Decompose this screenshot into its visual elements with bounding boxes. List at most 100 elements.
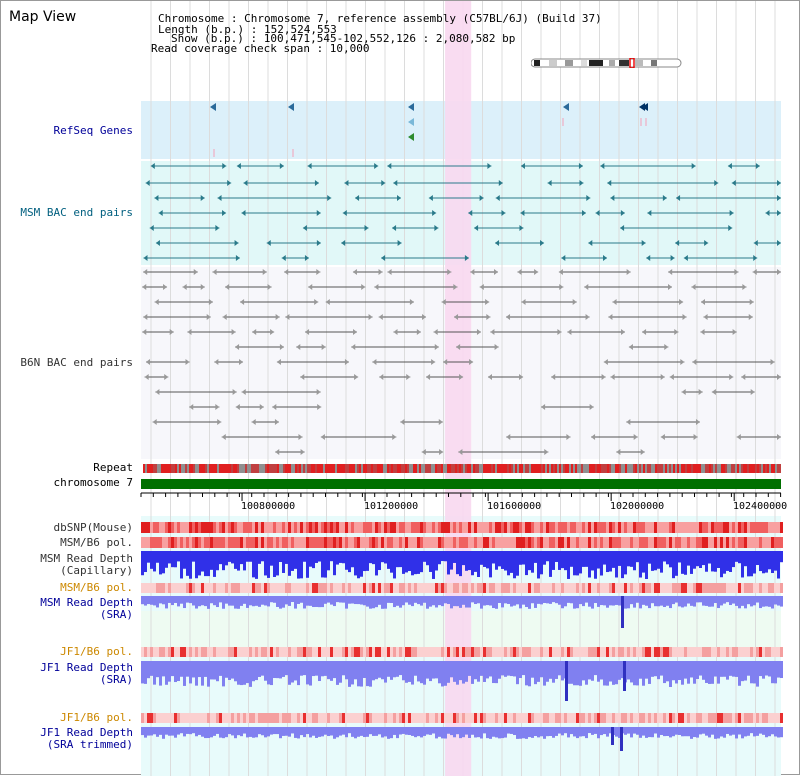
msm-b6-sra-cell — [372, 583, 375, 593]
msm-b6-pol-cell — [435, 537, 438, 548]
track-label-jf1-depth-trimmed[interactable]: JF1 Read Depth (SRA trimmed) — [40, 727, 133, 751]
msm-depth-sra-bar — [552, 596, 555, 603]
repeat-segment — [255, 464, 257, 473]
jf1-depth-bar — [321, 661, 324, 677]
jf1-depth-bar — [528, 661, 531, 687]
repeat-segment — [717, 464, 719, 473]
jf1-b6-trim-cell — [249, 713, 252, 723]
msm-depth-sra-bar — [180, 596, 183, 604]
msm-b6-pol-cell — [255, 537, 258, 548]
jf1-b6-trim-cell — [369, 713, 372, 723]
msm-b6-pol-cell — [675, 537, 678, 548]
jf1-b6-pol-cell — [177, 647, 180, 657]
track-label-repeat[interactable]: Repeat — [93, 462, 133, 474]
jf1-depth-trim-bar — [741, 727, 744, 739]
msm-b6-pol-cell — [780, 537, 783, 548]
bac-end-marker — [765, 210, 770, 216]
jf1-depth-trim-bar — [408, 727, 411, 736]
track-label-msm-b6-pol[interactable]: MSM/B6 pol. — [60, 537, 133, 549]
bac-end-marker — [534, 269, 539, 275]
msm-depth-sra-bar — [309, 596, 312, 606]
track-label-msm-b6-pol-sra[interactable]: MSM/B6 pol. — [60, 582, 133, 594]
msm-b6-pol-cell — [561, 537, 564, 548]
msm-depth-sra-bar — [225, 596, 228, 604]
msm-depth-sra-bar — [570, 596, 573, 604]
repeat-segment — [681, 464, 683, 473]
jf1-b6-trim-cell — [570, 713, 573, 723]
track-label-jf1-depth-sra[interactable]: JF1 Read Depth (SRA) — [40, 662, 133, 686]
msm-depth-cap-bar — [615, 551, 618, 578]
msm-b6-pol-cell — [204, 537, 207, 548]
bac-end-marker — [317, 404, 322, 410]
repeat-segment — [613, 464, 615, 473]
jf1-depth-trim-bar — [729, 727, 732, 736]
msm-b6-sra-cell — [315, 583, 318, 593]
dbsnp-cell — [429, 522, 432, 533]
track-label-msm-bac[interactable]: MSM BAC end pairs — [20, 207, 133, 219]
jf1-depth-trim-bar — [699, 727, 702, 735]
jf1-depth-trim-bar — [387, 727, 390, 739]
msm-b6-pol-cell — [636, 537, 639, 548]
jf1-b6-trim-cell — [210, 713, 213, 723]
track-label-chromosome[interactable]: chromosome 7 — [54, 477, 133, 489]
repeat-segment — [713, 464, 715, 473]
jf1-depth-bar — [261, 661, 264, 676]
chromosome-ideogram[interactable] — [530, 53, 683, 69]
repeat-segment — [261, 464, 263, 473]
msm-depth-cap-bar — [141, 551, 144, 576]
track-label-text: chromosome 7 — [53, 476, 133, 489]
msm-b6-pol-cell — [510, 537, 513, 548]
jf1-depth-trim-bar — [282, 727, 285, 736]
msm-depth-sra-bar — [408, 596, 411, 605]
msm-b6-pol-cell — [609, 537, 612, 548]
bac-end-marker — [551, 374, 556, 380]
msm-depth-cap-bar — [258, 551, 261, 564]
jf1-b6-trim-cell — [516, 713, 519, 723]
repeat-segment — [231, 464, 233, 473]
track-label-msm-depth-sra[interactable]: MSM Read Depth (SRA) — [40, 597, 133, 621]
dbsnp-cell — [270, 522, 273, 533]
bac-end-marker — [279, 344, 284, 350]
jf1-depth-bar — [669, 661, 672, 687]
dbsnp-cell — [393, 522, 396, 533]
track-label-dbsnp[interactable]: dbSNP(Mouse) — [54, 522, 133, 534]
msm-b6-sra-cell — [423, 583, 426, 593]
bac-end-marker — [447, 269, 452, 275]
repeat-segment — [609, 464, 611, 473]
track-label-refseq[interactable]: RefSeq Genes — [54, 125, 133, 137]
track-label-jf1-b6-pol-2[interactable]: JF1/B6 pol. — [60, 712, 133, 724]
msm-b6-sra-cell — [456, 583, 459, 593]
bac-end-marker — [142, 284, 147, 290]
repeat-segment — [615, 464, 617, 473]
msm-b6-pol-cell — [354, 537, 357, 548]
jf1-b6-trim-cell — [195, 713, 198, 723]
jf1-depth-bar — [306, 661, 309, 685]
jf1-b6-pol-cell — [696, 647, 699, 657]
track-label-jf1-b6-pol[interactable]: JF1/B6 pol. — [60, 646, 133, 658]
jf1-b6-pol-cell — [684, 647, 687, 657]
msm-depth-sra-bar — [390, 596, 393, 604]
bac-end-marker — [454, 314, 459, 320]
gene-marker-icon — [642, 103, 648, 111]
msm-b6-pol-cell — [399, 537, 402, 548]
bac-end-marker — [494, 269, 499, 275]
repeat-segment — [291, 464, 293, 473]
dbsnp-cell — [600, 522, 603, 533]
jf1-depth-bar — [258, 661, 261, 677]
msm-depth-sra-bar — [195, 596, 198, 609]
msm-b6-pol-cell — [651, 537, 654, 548]
jf1-b6-pol-cell — [216, 647, 219, 657]
jf1-b6-pol-cell — [549, 647, 552, 657]
jf1-depth-bar — [273, 661, 276, 679]
repeat-segment — [247, 464, 249, 473]
msm-b6-sra-cell — [285, 583, 288, 593]
jf1-depth-trim-bar — [309, 727, 312, 738]
track-label-msm-depth-capillary[interactable]: MSM Read Depth (Capillary) — [40, 553, 133, 577]
msm-depth-sra-bar — [699, 596, 702, 603]
msm-depth-cap-bar — [546, 551, 549, 562]
dbsnp-cell — [483, 522, 486, 533]
track-label-b6n-bac[interactable]: B6N BAC end pairs — [20, 357, 133, 369]
jf1-depth-bar — [777, 661, 780, 678]
axis-tick-label: 101200000 — [364, 501, 419, 512]
